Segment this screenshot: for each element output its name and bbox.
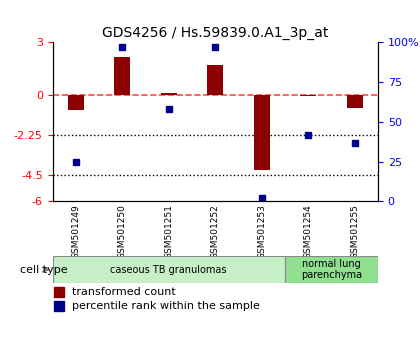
Bar: [207, 65, 223, 96]
FancyBboxPatch shape: [285, 256, 378, 283]
Bar: [68, 96, 84, 110]
Bar: [254, 96, 270, 170]
Text: GSM501250: GSM501250: [118, 204, 127, 259]
Text: GSM501251: GSM501251: [164, 204, 173, 259]
Bar: [160, 93, 177, 96]
Text: cell type: cell type: [20, 265, 68, 275]
Bar: [346, 96, 363, 108]
FancyBboxPatch shape: [52, 256, 285, 283]
Text: percentile rank within the sample: percentile rank within the sample: [72, 301, 260, 311]
Text: GSM501253: GSM501253: [257, 204, 266, 259]
Text: GSM501255: GSM501255: [350, 204, 359, 259]
Text: GSM501249: GSM501249: [71, 204, 80, 259]
Text: GSM501254: GSM501254: [304, 204, 313, 259]
Text: transformed count: transformed count: [72, 287, 176, 297]
Text: caseous TB granulomas: caseous TB granulomas: [110, 265, 227, 275]
Title: GDS4256 / Hs.59839.0.A1_3p_at: GDS4256 / Hs.59839.0.A1_3p_at: [102, 26, 328, 40]
Text: GSM501252: GSM501252: [211, 204, 220, 259]
Bar: [114, 57, 130, 96]
Text: normal lung
parenchyma: normal lung parenchyma: [301, 259, 362, 280]
